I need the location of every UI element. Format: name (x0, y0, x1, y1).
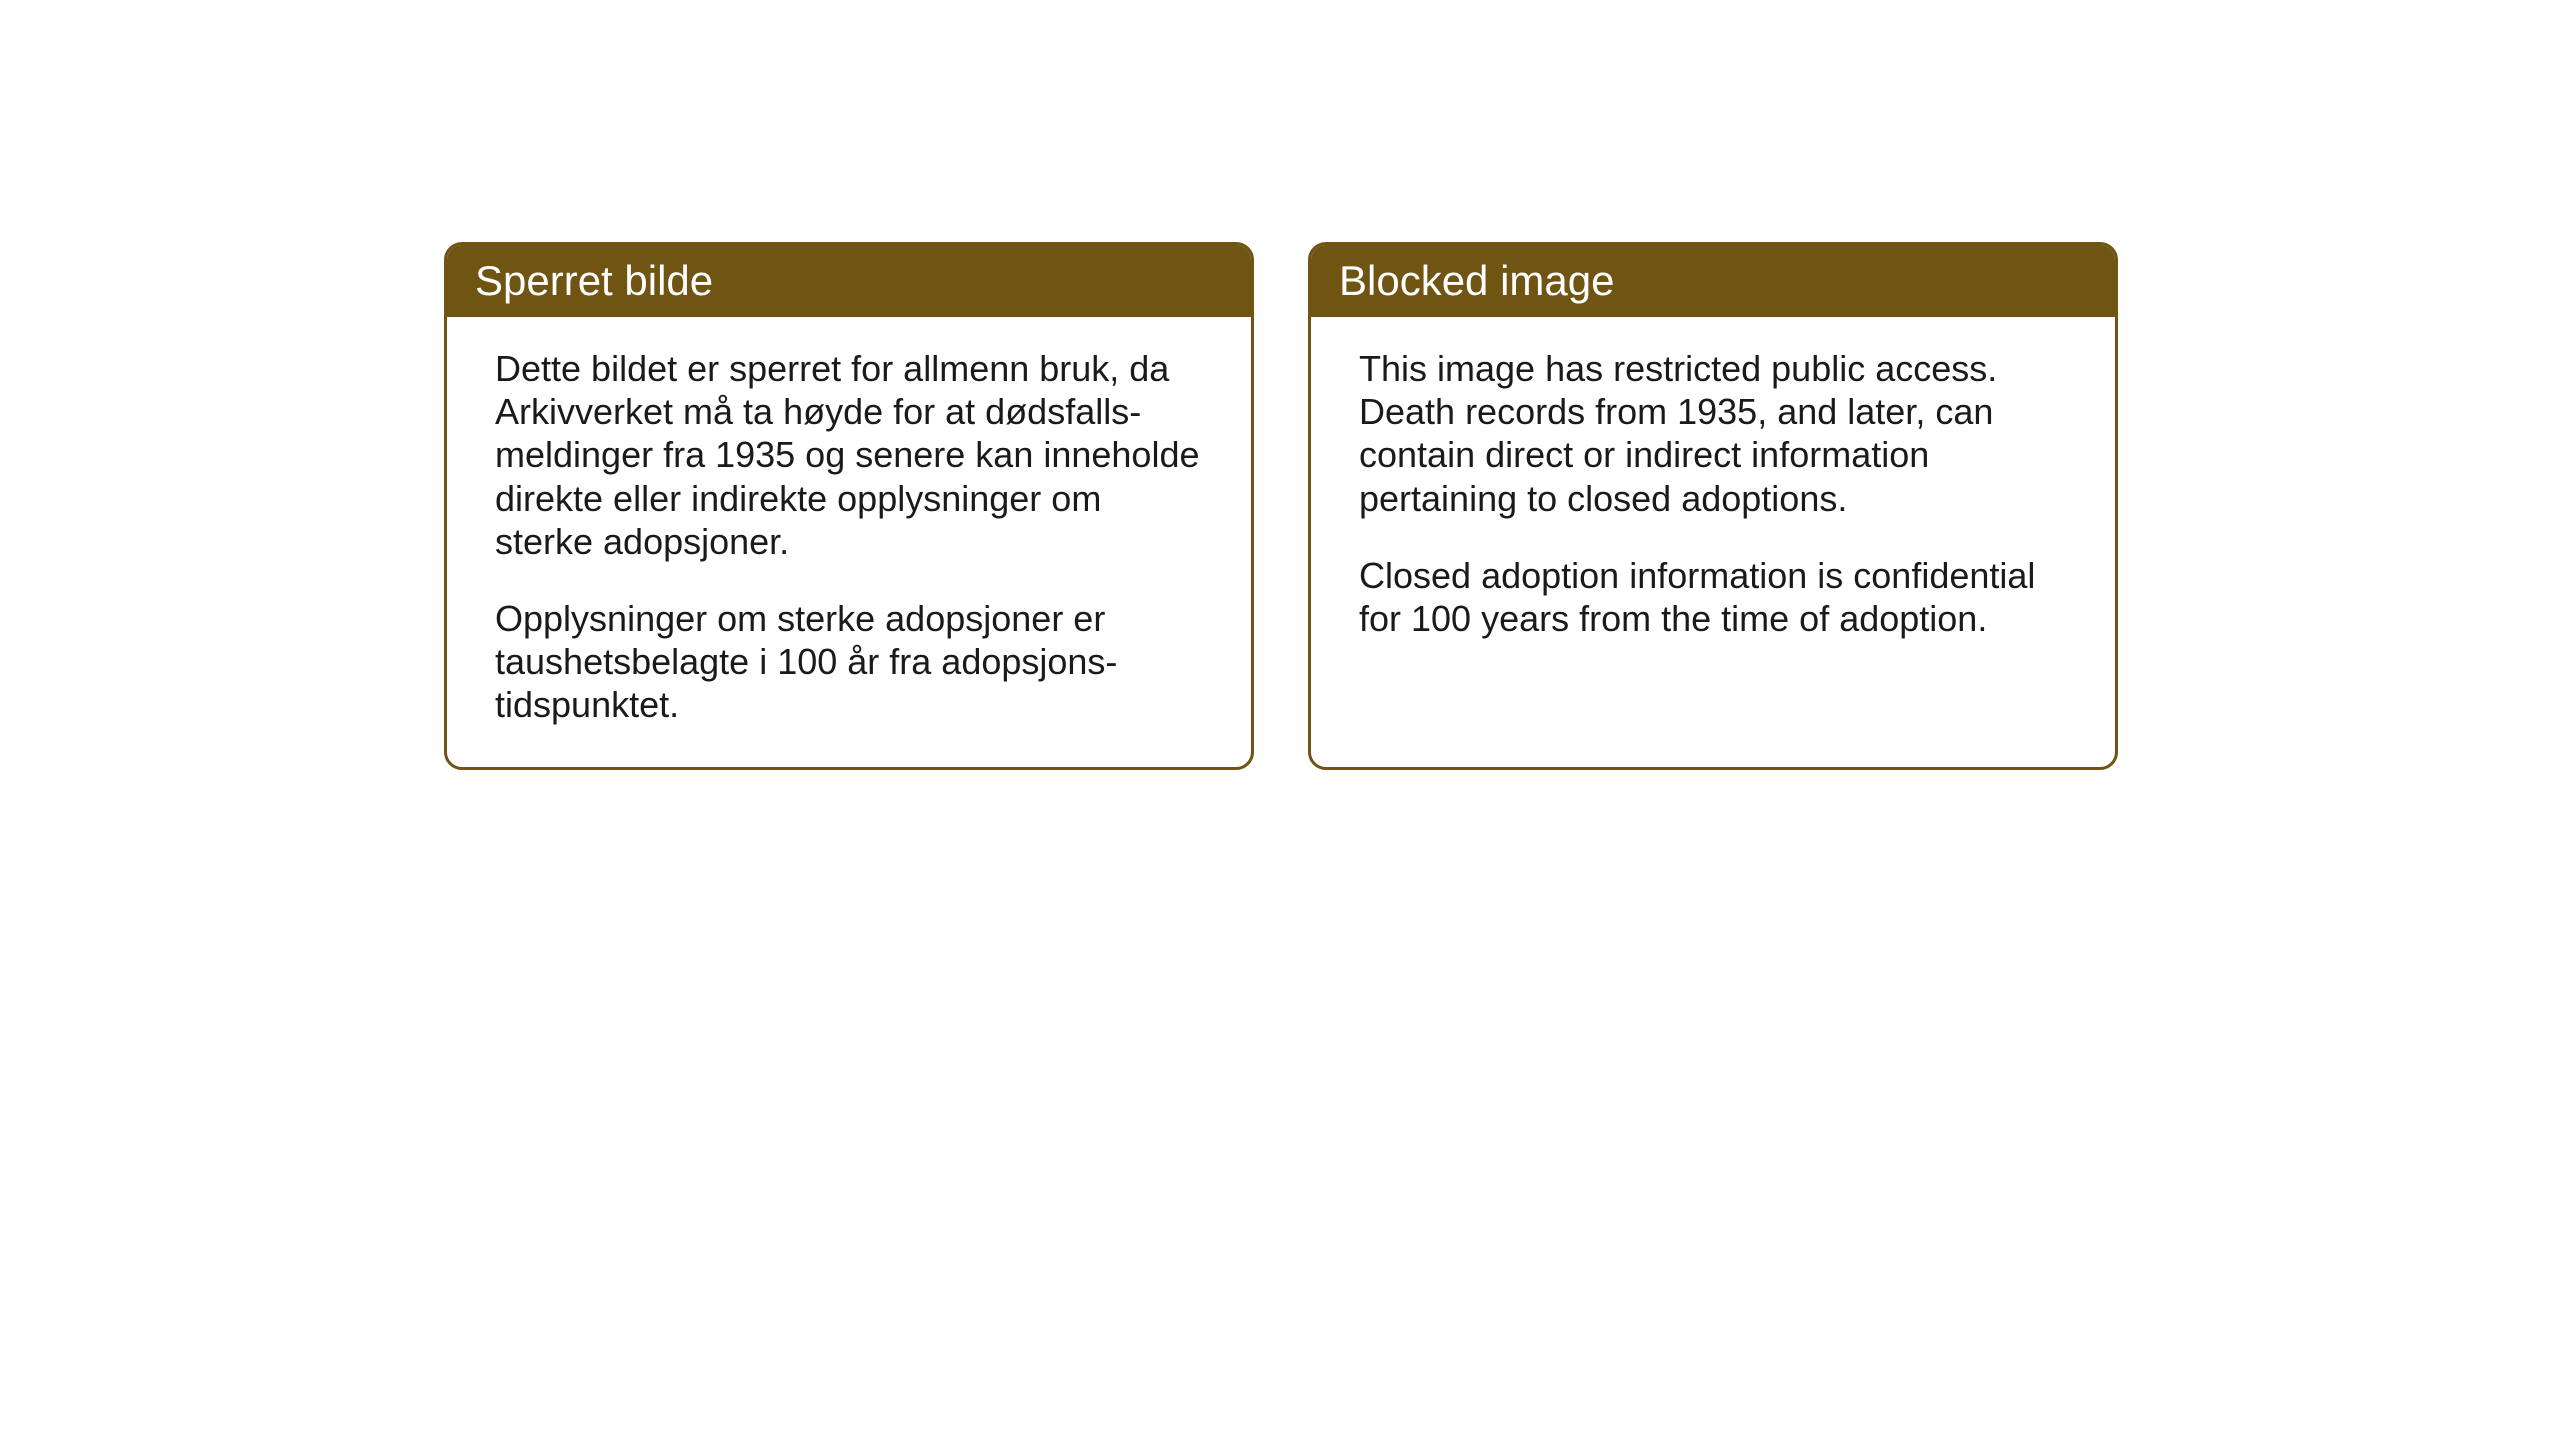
english-notice-card: Blocked image This image has restricted … (1308, 242, 2118, 770)
english-card-title: Blocked image (1311, 245, 2115, 317)
norwegian-card-title: Sperret bilde (447, 245, 1251, 317)
english-card-body: This image has restricted public access.… (1311, 317, 2115, 680)
english-paragraph-2: Closed adoption information is confident… (1359, 554, 2067, 640)
norwegian-notice-card: Sperret bilde Dette bildet er sperret fo… (444, 242, 1254, 770)
norwegian-card-body: Dette bildet er sperret for allmenn bruk… (447, 317, 1251, 767)
norwegian-paragraph-1: Dette bildet er sperret for allmenn bruk… (495, 347, 1203, 563)
notice-cards-container: Sperret bilde Dette bildet er sperret fo… (444, 242, 2118, 770)
english-paragraph-1: This image has restricted public access.… (1359, 347, 2067, 520)
norwegian-paragraph-2: Opplysninger om sterke adopsjoner er tau… (495, 597, 1203, 727)
